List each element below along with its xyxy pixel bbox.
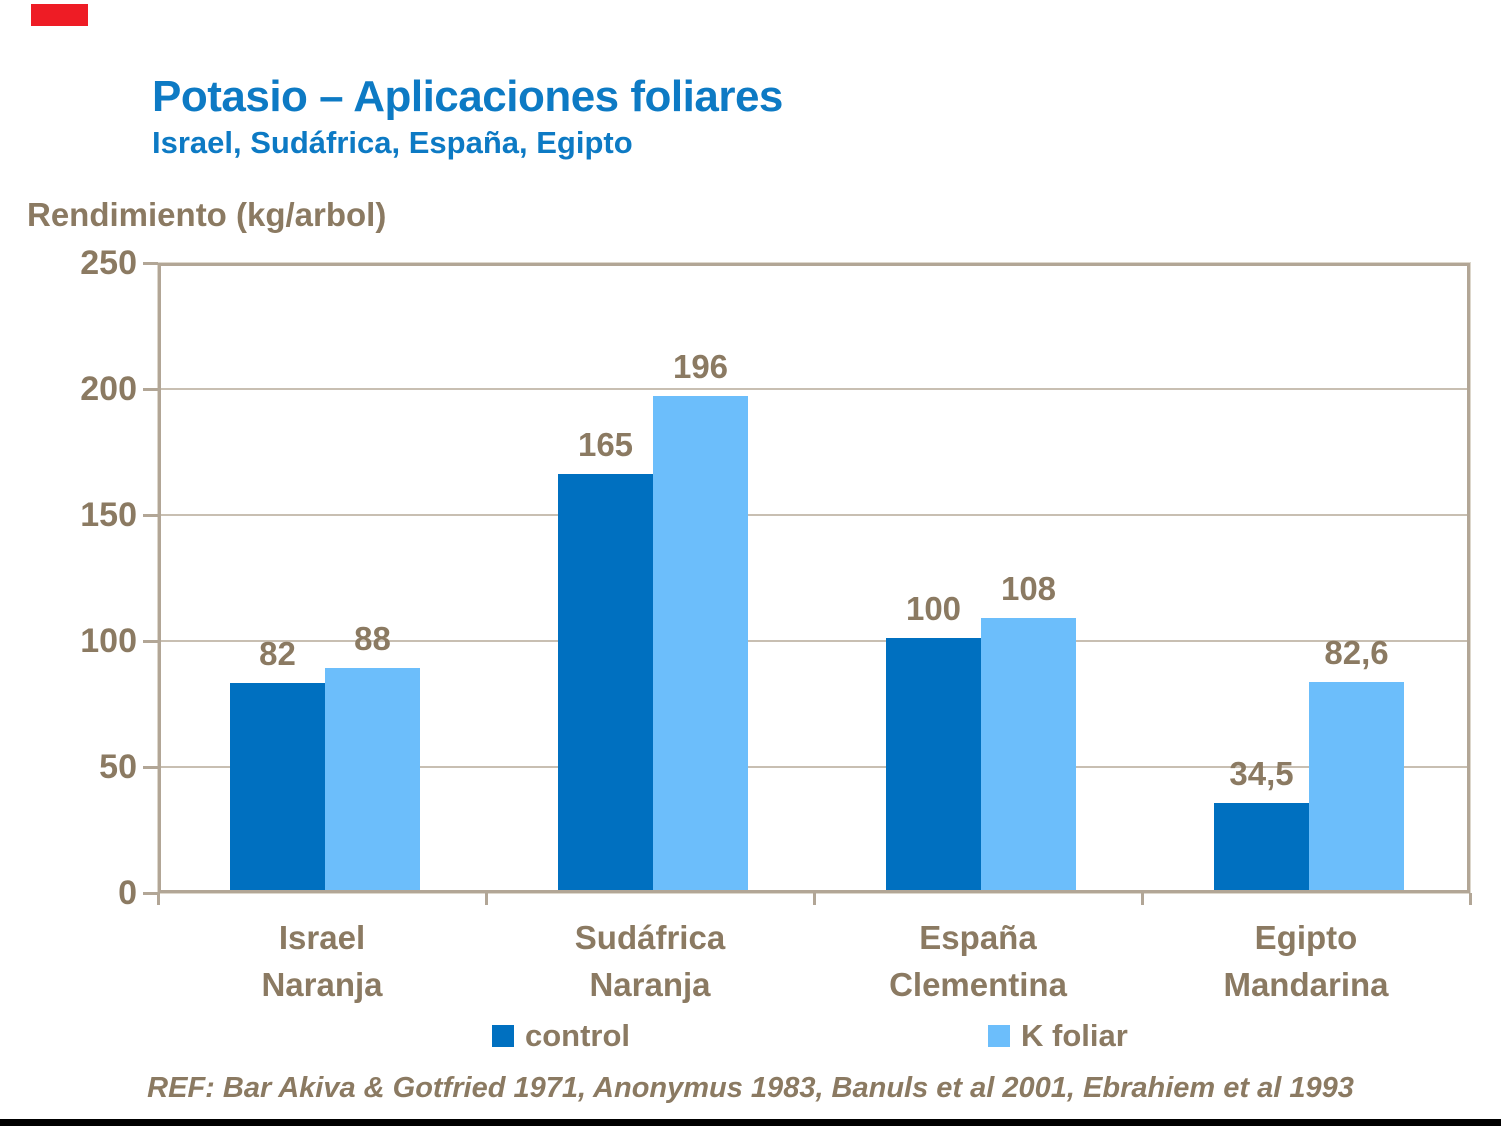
y-tick-mark-200: [143, 388, 158, 391]
bar-K-foliar-egipto: [1309, 682, 1404, 890]
legend-item-k-foliar: K foliar: [988, 1018, 1128, 1054]
legend-swatch-control: [492, 1025, 514, 1047]
legend-label-k-foliar: K foliar: [1021, 1018, 1128, 1053]
data-label-control-egipto: 34,5: [1229, 755, 1294, 792]
gridline-100: [161, 640, 1467, 642]
y-tick-mark-250: [143, 262, 158, 265]
gridline-200: [161, 388, 1467, 390]
category-label-line: Mandarina: [1223, 965, 1389, 1003]
bar-control-españa: [886, 638, 981, 890]
bar-control-sudáfrica: [558, 474, 653, 890]
data-label-control-españa: 100: [905, 590, 962, 627]
y-tick-label-0: 0: [118, 874, 137, 912]
x-tick-mark-0: [157, 893, 160, 905]
reference-text: REF: Bar Akiva & Gotfried 1971, Anonymus…: [147, 1072, 1354, 1104]
y-tick-mark-0: [143, 892, 158, 895]
y-tick-label-200: 200: [80, 370, 137, 408]
y-tick-mark-150: [143, 514, 158, 517]
data-label-control-israel: 82: [259, 635, 296, 672]
category-label-line: Israel: [278, 919, 366, 956]
category-label-españa: España Clementina: [814, 915, 1142, 1009]
bar-control-israel: [230, 683, 325, 890]
bar-K-foliar-españa: [981, 618, 1076, 890]
x-tick-mark-3: [1141, 893, 1144, 905]
x-tick-mark-1: [485, 893, 488, 905]
category-label-line: España: [919, 919, 1037, 956]
y-tick-mark-50: [143, 766, 158, 769]
legend-label-control: control: [525, 1018, 631, 1053]
y-tick-label-50: 50: [99, 748, 137, 786]
bar-K-foliar-sudáfrica: [653, 396, 748, 890]
category-label-line: Egipto: [1254, 919, 1358, 956]
legend: control K foliar: [0, 1018, 1501, 1058]
red-marker: [31, 4, 88, 26]
data-label-K-foliar-sudáfrica: 196: [672, 348, 729, 385]
legend-swatch-k-foliar: [988, 1025, 1010, 1047]
category-label-line: Naranja: [261, 965, 383, 1003]
legend-item-control: control: [492, 1018, 630, 1054]
y-tick-label-250: 250: [80, 244, 137, 282]
category-label-line: Naranja: [589, 965, 711, 1003]
y-tick-label-150: 150: [80, 496, 137, 534]
category-label-egipto: Egipto Mandarina: [1142, 915, 1470, 1009]
x-tick-mark-2: [813, 893, 816, 905]
data-label-K-foliar-egipto: 82,6: [1324, 634, 1389, 671]
title-block: Potasio – Aplicaciones foliares Israel, …: [152, 72, 783, 161]
category-label-line: Clementina: [889, 965, 1067, 1003]
y-tick-mark-100: [143, 640, 158, 643]
data-label-K-foliar-israel: 88: [354, 620, 391, 657]
category-label-israel: Israel Naranja: [158, 915, 486, 1009]
gridline-150: [161, 514, 1467, 516]
data-label-control-sudáfrica: 165: [577, 426, 634, 463]
bar-K-foliar-israel: [325, 668, 420, 890]
y-axis-title: Rendimiento (kg/arbol): [27, 196, 387, 233]
chart-subtitle: Israel, Sudáfrica, España, Egipto: [152, 125, 633, 161]
category-label-sudáfrica: Sudáfrica Naranja: [486, 915, 814, 1009]
bar-control-egipto: [1214, 803, 1309, 890]
data-label-K-foliar-españa: 108: [1000, 570, 1057, 607]
bottom-border: [0, 1119, 1501, 1126]
plot-area: 82 88 165 196 100 108 34,5 82,6: [157, 262, 1471, 894]
category-label-line: Sudáfrica: [574, 919, 726, 956]
y-tick-label-100: 100: [80, 622, 137, 660]
chart-title: Potasio – Aplicaciones foliares: [152, 72, 783, 121]
x-tick-mark-4: [1469, 893, 1472, 905]
gridline-50: [161, 766, 1467, 768]
